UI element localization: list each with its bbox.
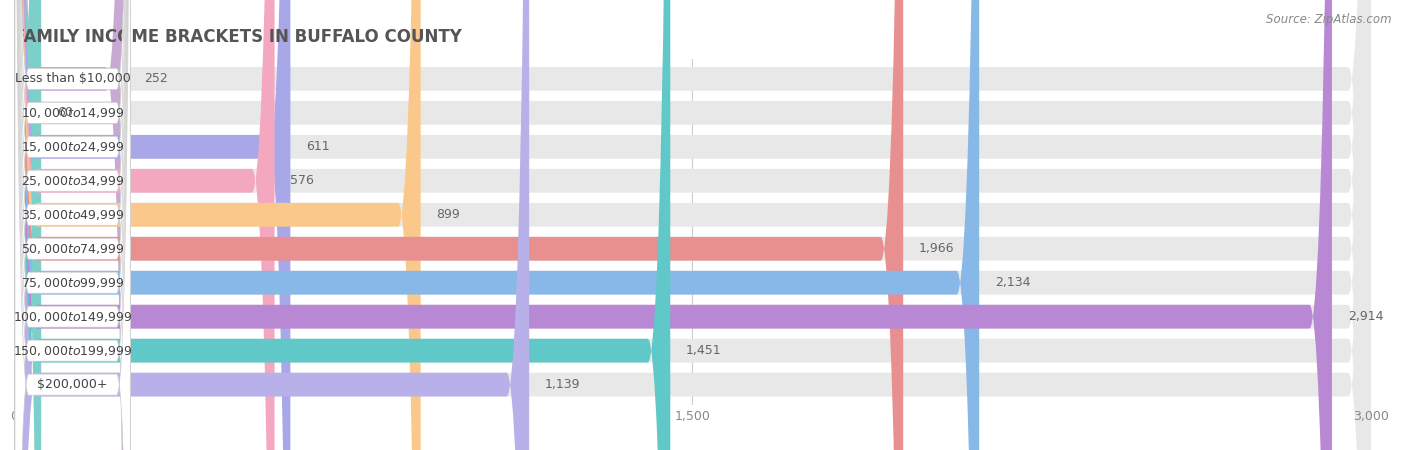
Text: 2,914: 2,914 xyxy=(1348,310,1384,323)
FancyBboxPatch shape xyxy=(14,0,1371,450)
FancyBboxPatch shape xyxy=(14,0,1371,450)
FancyBboxPatch shape xyxy=(15,0,131,450)
FancyBboxPatch shape xyxy=(15,0,131,450)
Text: 1,966: 1,966 xyxy=(920,242,955,255)
FancyBboxPatch shape xyxy=(14,0,671,450)
FancyBboxPatch shape xyxy=(14,0,420,450)
FancyBboxPatch shape xyxy=(14,0,128,450)
Text: 2,134: 2,134 xyxy=(995,276,1031,289)
Text: Less than $10,000: Less than $10,000 xyxy=(14,72,131,86)
FancyBboxPatch shape xyxy=(14,0,1371,450)
FancyBboxPatch shape xyxy=(14,0,291,450)
FancyBboxPatch shape xyxy=(15,0,131,450)
Text: $10,000 to $14,999: $10,000 to $14,999 xyxy=(21,106,124,120)
Text: 252: 252 xyxy=(143,72,167,86)
FancyBboxPatch shape xyxy=(14,0,529,450)
Text: 60: 60 xyxy=(58,106,73,119)
FancyBboxPatch shape xyxy=(14,0,1371,450)
Text: $15,000 to $24,999: $15,000 to $24,999 xyxy=(21,140,124,154)
Text: $150,000 to $199,999: $150,000 to $199,999 xyxy=(13,344,132,358)
FancyBboxPatch shape xyxy=(14,0,1371,450)
Text: 611: 611 xyxy=(307,140,330,153)
FancyBboxPatch shape xyxy=(15,0,131,450)
FancyBboxPatch shape xyxy=(15,0,131,450)
FancyBboxPatch shape xyxy=(14,0,1371,450)
Text: $75,000 to $99,999: $75,000 to $99,999 xyxy=(21,276,124,290)
Text: $200,000+: $200,000+ xyxy=(38,378,108,391)
Text: FAMILY INCOME BRACKETS IN BUFFALO COUNTY: FAMILY INCOME BRACKETS IN BUFFALO COUNTY xyxy=(14,28,463,46)
Text: $50,000 to $74,999: $50,000 to $74,999 xyxy=(21,242,124,256)
FancyBboxPatch shape xyxy=(15,0,131,450)
FancyBboxPatch shape xyxy=(14,0,1371,450)
FancyBboxPatch shape xyxy=(14,0,979,450)
FancyBboxPatch shape xyxy=(15,0,131,450)
FancyBboxPatch shape xyxy=(14,0,1371,450)
Text: 899: 899 xyxy=(436,208,460,221)
Text: $100,000 to $149,999: $100,000 to $149,999 xyxy=(13,310,132,324)
FancyBboxPatch shape xyxy=(14,0,1331,450)
FancyBboxPatch shape xyxy=(14,0,1371,450)
Text: Source: ZipAtlas.com: Source: ZipAtlas.com xyxy=(1267,14,1392,27)
FancyBboxPatch shape xyxy=(14,0,1371,450)
FancyBboxPatch shape xyxy=(14,0,903,450)
FancyBboxPatch shape xyxy=(15,0,131,450)
Text: $25,000 to $34,999: $25,000 to $34,999 xyxy=(21,174,124,188)
FancyBboxPatch shape xyxy=(15,0,131,450)
Text: 1,139: 1,139 xyxy=(546,378,581,391)
Text: 1,451: 1,451 xyxy=(686,344,721,357)
Text: $35,000 to $49,999: $35,000 to $49,999 xyxy=(21,208,124,222)
FancyBboxPatch shape xyxy=(15,0,131,450)
Text: 576: 576 xyxy=(291,174,315,187)
FancyBboxPatch shape xyxy=(14,0,274,450)
FancyBboxPatch shape xyxy=(14,0,41,450)
